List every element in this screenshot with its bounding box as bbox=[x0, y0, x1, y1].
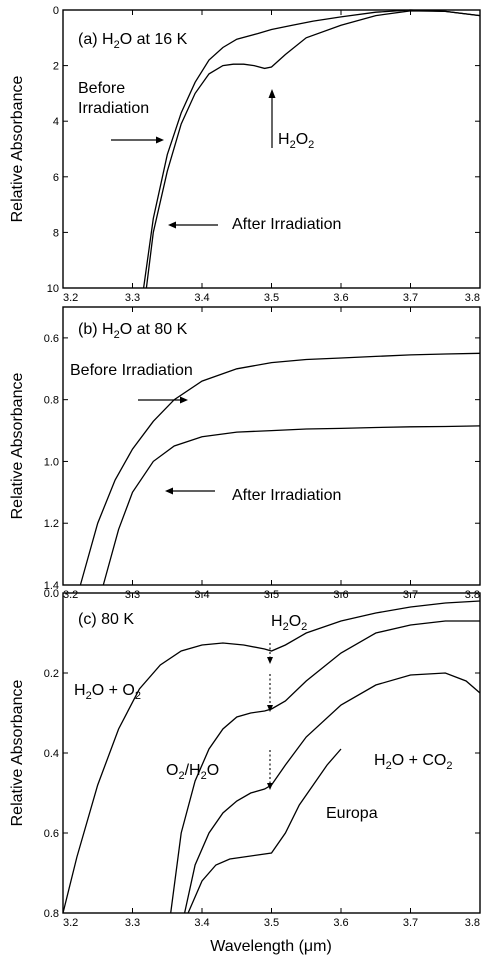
panel-a-y-tick-label: 0 bbox=[53, 5, 59, 17]
panel-c-x-tick-label: 3.4 bbox=[194, 917, 209, 929]
panel-a-x-tick-label: 3.2 bbox=[63, 292, 78, 304]
panel-a-after-arrow bbox=[168, 221, 218, 229]
panel-c-x-tick-label: 3.5 bbox=[264, 917, 279, 929]
panel-b-y-tick-label: 0.8 bbox=[44, 395, 59, 407]
panel-a-before-label-line1: Before bbox=[78, 80, 125, 97]
panel-c-y-axis-label: Relative Absorbance bbox=[9, 680, 26, 827]
panel-c-x-tick-label: 3.3 bbox=[125, 917, 140, 929]
panel-a-x-tick-label: 3.5 bbox=[264, 292, 279, 304]
panel-c-curve-europa bbox=[187, 748, 342, 914]
panel-a-before-arrow bbox=[111, 136, 164, 144]
panel-c-h2o-o2-label: H2O + O2 bbox=[74, 682, 141, 702]
panel-c-y-tick-label: 0.6 bbox=[44, 828, 59, 840]
panel-a-x-tick-label: 3.7 bbox=[403, 292, 418, 304]
panel-a-y-tick-label: 6 bbox=[53, 172, 59, 184]
panel-a-x-tick-label: 3.6 bbox=[333, 292, 348, 304]
panel-b-label: (b) H2O at 80 K bbox=[78, 321, 188, 341]
panel-c-label: (c) 80 K bbox=[78, 611, 134, 628]
panel-b-x-tick-label: 3.2 bbox=[63, 589, 78, 601]
panel-a-x-tick-label: 3.4 bbox=[194, 292, 209, 304]
panel-c-europa-label: Europa bbox=[326, 805, 378, 822]
panel-c-y-tick-label: 0.8 bbox=[44, 908, 59, 920]
panel-b-y-tick-label: 1.4 bbox=[44, 580, 59, 592]
panel-a-y-tick-label: 4 bbox=[53, 116, 59, 128]
panel-c: 3.2 3.3 3.4 3.5 3.6 3.7 3.8 0.0 0.2 0.4 0.6 0.8 (c)… bbox=[9, 588, 481, 955]
panel-c-h2o2-label: H2O2 bbox=[271, 613, 307, 633]
panel-b-axes: 3.2 3.3 3.4 3.5 3.6 3.7 3.80.60.81.01.21.4 bbox=[44, 307, 481, 601]
panel-a-label: (a) H2O at 16 K bbox=[78, 31, 188, 51]
panel-c-x-tick-label: 3.8 bbox=[465, 917, 480, 929]
panel-c-y-tick-label: 0.0 bbox=[44, 588, 59, 600]
panel-b-curves bbox=[79, 352, 481, 586]
panel-a-curve-after-irradiation bbox=[145, 10, 481, 289]
panel-c-axes: 3.2 3.3 3.4 3.5 3.6 3.7 3.8 0.0 0.2 0.4 0.6 0.8 bbox=[44, 588, 481, 929]
panel-b-x-tick-label: 3.8 bbox=[465, 589, 480, 601]
panel-c-y-tick-label: 0.2 bbox=[44, 668, 59, 680]
panel-c-y-tick-label: 0.4 bbox=[44, 748, 59, 760]
panel-b-before-arrow bbox=[138, 396, 188, 404]
panel-b-before-label: Before Irradiation bbox=[70, 362, 193, 379]
panel-b-curve-after-irradiation bbox=[102, 425, 481, 586]
panel-c-x-tick-label: 3.6 bbox=[333, 917, 348, 929]
panel-b-y-tick-label: 0.6 bbox=[44, 333, 59, 345]
panel-c-x-axis-label: Wavelength (μm) bbox=[210, 938, 332, 955]
panel-c-curves bbox=[62, 600, 481, 914]
panel-c-h2o2-marker-1 bbox=[267, 643, 273, 664]
panel-a-x-tick-label: 3.8 bbox=[465, 292, 480, 304]
panel-b-curve-before-irradiation bbox=[79, 352, 481, 586]
panel-a-y-axis-label: Relative Absorbance bbox=[9, 76, 26, 223]
panel-b-y-axis-label: Relative Absorbance bbox=[9, 373, 26, 520]
panel-a: 3.2 3.3 3.4 3.5 3.6 3.7 3.8 0 2 4 6 8 10 (a) H2O at … bbox=[9, 5, 481, 304]
panel-a-y-tick-label: 2 bbox=[53, 61, 59, 73]
panel-a-h2o2-label: H2O2 bbox=[278, 131, 314, 151]
panel-c-curve-o2-h2o bbox=[170, 620, 480, 914]
panel-b-frame bbox=[62, 306, 481, 586]
panel-a-y-tick-label: 8 bbox=[53, 227, 59, 239]
panel-b-y-tick-label: 1.0 bbox=[44, 456, 59, 468]
panel-c-h2o2-marker-2 bbox=[267, 674, 273, 712]
panel-a-frame bbox=[62, 9, 481, 289]
panel-c-h2o-co2-label: H2O + CO2 bbox=[374, 752, 453, 772]
panel-c-curve-h2o-o2 bbox=[62, 600, 481, 914]
panel-a-curves bbox=[142, 9, 481, 289]
panel-c-x-tick-label: 3.2 bbox=[63, 917, 78, 929]
panel-a-y-tick-label: 10 bbox=[47, 283, 59, 295]
panel-a-x-tick-label: 3.3 bbox=[125, 292, 140, 304]
panel-c-curve-h2o-co2 bbox=[183, 672, 481, 914]
panel-a-curve-before-irradiation bbox=[142, 9, 481, 289]
panel-a-axes: 3.2 3.3 3.4 3.5 3.6 3.7 3.8 0 2 4 6 8 10 bbox=[47, 5, 481, 304]
panel-c-h2o2-marker-3 bbox=[267, 750, 273, 790]
panel-a-before-label-line2: Irradiation bbox=[78, 100, 149, 117]
panel-a-after-label: After Irradiation bbox=[232, 216, 341, 233]
panel-b-after-label: After Irradiation bbox=[232, 487, 341, 504]
panel-b: 3.2 3.3 3.4 3.5 3.6 3.7 3.80.60.81.01.21.4 (b)… bbox=[9, 306, 481, 601]
panel-a-h2o2-arrow bbox=[268, 89, 276, 148]
panel-b-after-arrow bbox=[165, 487, 215, 495]
panel-c-o2-h2o-label: O2/H2O bbox=[166, 762, 219, 782]
panel-b-y-tick-label: 1.2 bbox=[44, 518, 59, 530]
panel-c-x-tick-label: 3.7 bbox=[403, 917, 418, 929]
